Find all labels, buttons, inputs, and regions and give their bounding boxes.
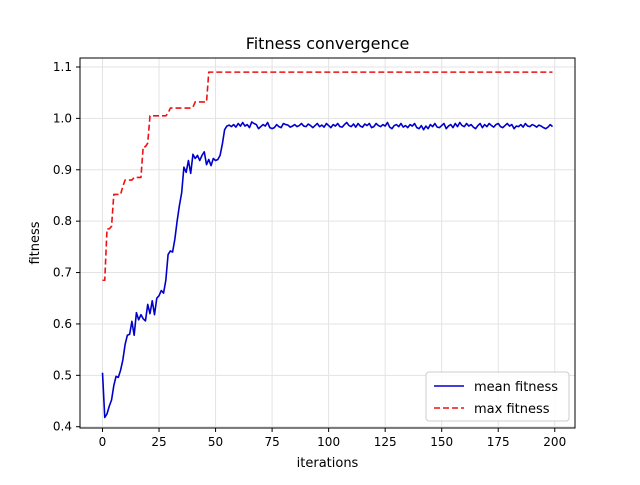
- x-axis-label: iterations: [297, 456, 359, 471]
- x-tick-label: 150: [430, 435, 453, 449]
- y-tick-label: 0.6: [53, 317, 72, 331]
- y-tick-label: 1.1: [53, 60, 72, 74]
- legend-label-max-fitness: max fitness: [474, 402, 550, 417]
- axes-frame: [79, 57, 576, 429]
- chart-title: Fitness convergence: [246, 34, 410, 53]
- x-tick-label: 0: [99, 435, 107, 449]
- y-axis-label: fitness: [28, 221, 43, 264]
- x-tick-label: 125: [374, 435, 397, 449]
- y-tick-label: 0.9: [53, 163, 72, 177]
- series-line-max-fitness: [102, 71, 553, 282]
- x-tick-label: 175: [487, 435, 510, 449]
- x-tick-label: 100: [317, 435, 340, 449]
- y-tick-label: 0.4: [53, 420, 72, 434]
- y-tick-label: 0.5: [53, 368, 72, 382]
- y-tick-label: 0.7: [53, 266, 72, 280]
- y-ticks: 0.4 0.5 0.6 0.7 0.8 0.9 1.0 1.1: [53, 60, 80, 434]
- x-ticks: 0 25 50 75 100 125 150 175 200: [99, 428, 566, 449]
- y-tick-label: 0.8: [53, 214, 72, 228]
- x-tick-label: 200: [543, 435, 566, 449]
- legend: mean fitness max fitness: [425, 371, 570, 422]
- series-lines: [101, 71, 554, 419]
- x-tick-label: 25: [151, 435, 166, 449]
- series-line-mean-fitness: [101, 121, 554, 419]
- y-tick-label: 1.0: [53, 111, 72, 125]
- x-tick-label: 75: [264, 435, 279, 449]
- x-tick-label: 50: [208, 435, 223, 449]
- legend-label-mean-fitness: mean fitness: [474, 380, 558, 395]
